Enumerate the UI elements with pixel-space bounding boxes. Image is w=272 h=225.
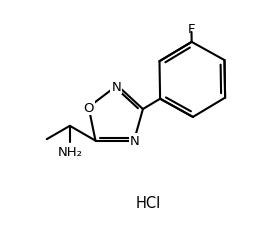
Text: F: F	[188, 22, 195, 35]
Text: NH₂: NH₂	[57, 145, 82, 158]
Text: N: N	[111, 81, 121, 93]
Text: HCl: HCl	[135, 196, 160, 210]
Text: N: N	[130, 135, 140, 148]
Text: O: O	[83, 101, 94, 114]
